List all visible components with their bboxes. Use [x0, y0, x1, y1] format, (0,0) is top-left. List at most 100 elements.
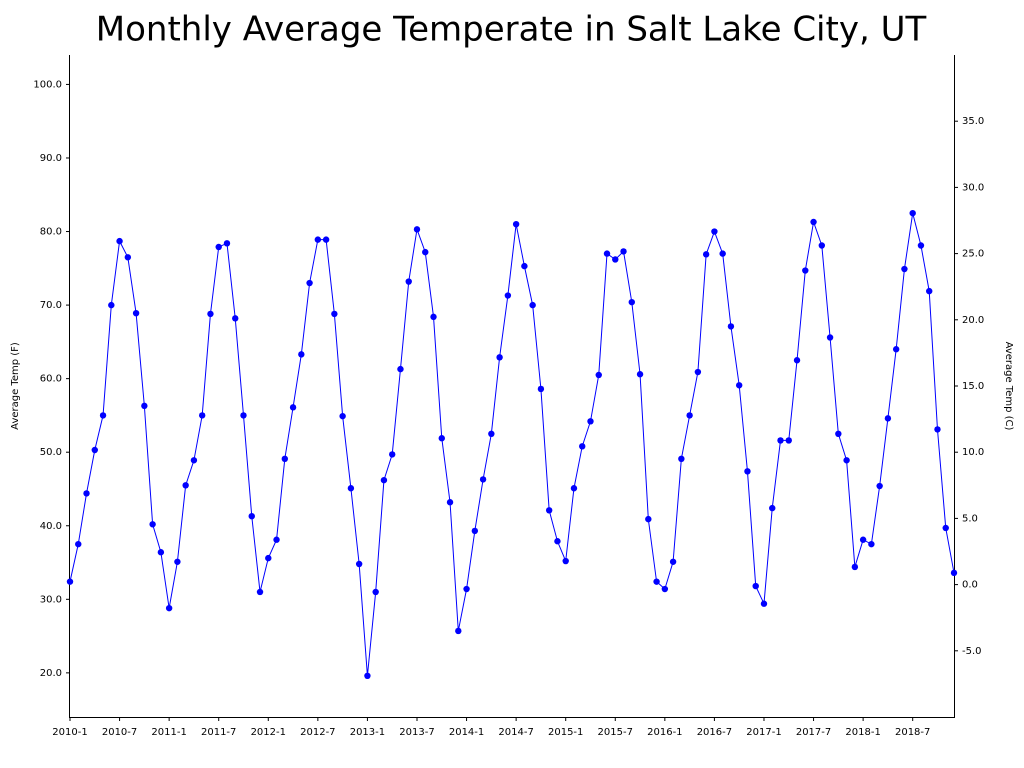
data-point — [554, 538, 561, 545]
x-tick-label: 2016-1 — [647, 727, 682, 738]
data-point — [744, 468, 751, 475]
data-point — [884, 415, 892, 422]
data-point — [579, 443, 586, 450]
data-point — [256, 588, 264, 596]
data-point — [314, 236, 322, 243]
data-point — [405, 278, 412, 285]
data-point — [289, 404, 297, 411]
data-point — [793, 357, 801, 364]
data-point — [950, 569, 958, 577]
y-tick-label: 50.0 — [40, 447, 62, 458]
data-point — [273, 536, 280, 543]
data-point — [207, 310, 214, 318]
x-tick-label: 2017-1 — [746, 727, 781, 738]
x-tick-label: 2013-1 — [350, 727, 385, 738]
data-point — [587, 418, 594, 425]
x-tick-label: 2016-7 — [697, 727, 732, 738]
x-tick-label: 2012-7 — [300, 727, 335, 738]
x-tick-label: 2010-1 — [52, 727, 87, 738]
x-tick-label: 2011-7 — [201, 727, 236, 738]
x-tick-label: 2013-7 — [399, 727, 434, 738]
y2-axis-label: Average Temp (C) — [1003, 342, 1014, 431]
data-point — [859, 536, 867, 543]
data-point — [727, 323, 735, 330]
data-point — [868, 540, 875, 548]
y2-tick-label: -5.0 — [962, 646, 982, 657]
data-point — [116, 237, 123, 245]
y2-tick-label: 10.0 — [962, 447, 984, 458]
data-point — [917, 242, 925, 249]
y-tick-label: 80.0 — [40, 227, 62, 238]
x-tick-label: 2018-7 — [895, 727, 930, 738]
chart-title: Monthly Average Temperate in Salt Lake C… — [96, 10, 927, 50]
data-point — [512, 220, 520, 228]
data-point — [75, 540, 82, 548]
data-point — [165, 604, 173, 612]
data-point — [99, 412, 107, 419]
data-point — [124, 254, 132, 261]
data-point — [389, 451, 396, 458]
data-point — [240, 412, 247, 419]
data-point — [735, 382, 743, 389]
data-point — [785, 437, 792, 444]
data-point — [719, 250, 726, 257]
data-point — [653, 578, 660, 585]
data-point — [926, 287, 933, 295]
data-point — [892, 346, 900, 353]
data-point — [198, 412, 206, 419]
data-point — [174, 558, 181, 565]
data-point — [380, 476, 388, 484]
y2-tick-label: 30.0 — [962, 182, 984, 193]
data-point — [372, 588, 379, 596]
data-point — [479, 476, 487, 483]
y2-tick-label: 15.0 — [962, 381, 984, 392]
y-tick-label: 100.0 — [33, 79, 62, 90]
data-point — [422, 248, 429, 256]
data-point — [331, 310, 338, 318]
data-point — [570, 485, 578, 492]
data-point — [851, 563, 859, 571]
data-point — [455, 627, 462, 635]
data-point — [182, 482, 189, 489]
data-point — [529, 301, 536, 309]
data-point — [364, 672, 371, 680]
data-point — [620, 248, 627, 255]
data-point — [603, 250, 611, 257]
x-tick-label: 2015-1 — [548, 727, 583, 738]
data-point — [248, 512, 255, 520]
data-point — [694, 368, 702, 376]
y-tick-label: 90.0 — [40, 153, 62, 164]
data-point — [628, 298, 635, 306]
data-point — [545, 507, 553, 514]
data-point — [835, 430, 842, 438]
data-point — [876, 482, 883, 490]
data-point — [413, 226, 421, 233]
data-point — [686, 412, 693, 419]
data-point — [132, 309, 140, 317]
data-point — [760, 600, 768, 607]
data-point — [826, 334, 834, 341]
data-point — [298, 351, 305, 358]
data-point — [818, 242, 826, 249]
data-point — [223, 240, 231, 247]
x-tick-label: 2014-7 — [498, 727, 533, 738]
data-point — [843, 457, 850, 464]
x-tick-label: 2010-7 — [102, 727, 137, 738]
data-point — [265, 554, 272, 562]
x-tick-label: 2014-1 — [449, 727, 484, 738]
data-point — [521, 262, 528, 270]
y2-tick-label: 0.0 — [962, 580, 978, 591]
data-point — [471, 527, 479, 535]
data-point — [157, 549, 165, 556]
data-point — [711, 228, 718, 235]
data-point — [769, 504, 776, 512]
data-point — [942, 524, 949, 532]
data-point — [636, 371, 644, 378]
data-point — [83, 490, 90, 497]
y-axis-label: Average Temp (F) — [10, 342, 21, 430]
data-point — [901, 265, 908, 273]
data-point — [430, 313, 437, 321]
data-point — [306, 279, 313, 287]
data-point — [678, 455, 685, 463]
